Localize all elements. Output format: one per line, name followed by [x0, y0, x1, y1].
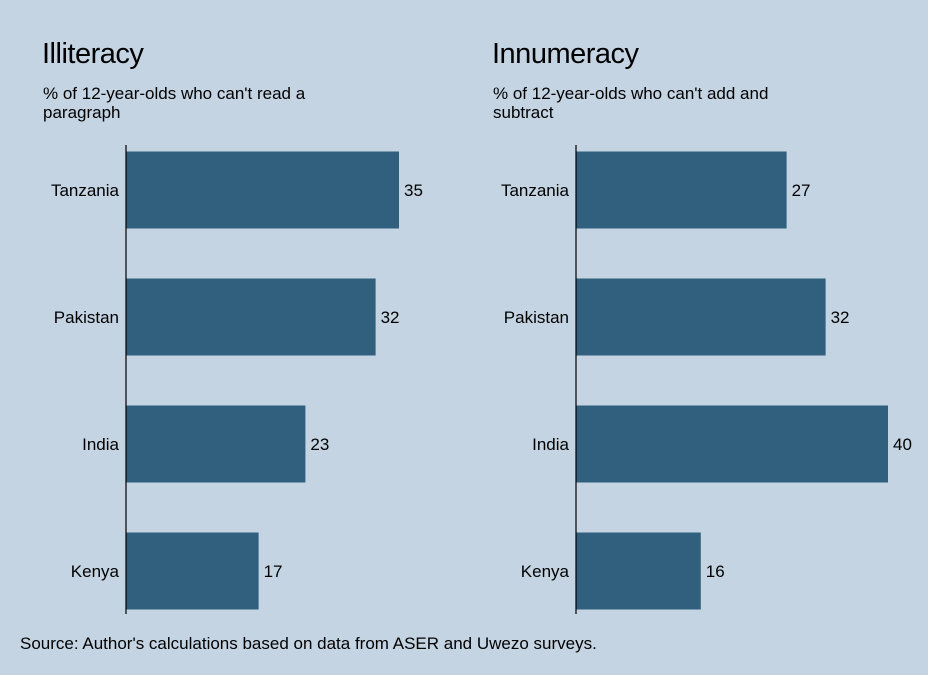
- data-label: 32: [831, 308, 850, 327]
- data-label: 16: [706, 562, 725, 581]
- category-label: India: [82, 435, 119, 454]
- category-label: Kenya: [521, 562, 570, 581]
- data-label: 17: [264, 562, 283, 581]
- chart-subtitle: % of 12-year-olds who can't add and subt…: [493, 84, 769, 122]
- data-label: 35: [404, 181, 423, 200]
- bar-india: [576, 405, 888, 483]
- data-label: 32: [381, 308, 400, 327]
- category-label: Kenya: [71, 562, 120, 581]
- bar-pakistan: [576, 278, 826, 356]
- chart-title: Innumeracy: [492, 38, 639, 70]
- data-label: 23: [310, 435, 329, 454]
- data-label: 27: [792, 181, 811, 200]
- chart-title: Illiteracy: [42, 38, 144, 70]
- category-label: Pakistan: [504, 308, 569, 327]
- category-label: Tanzania: [51, 181, 120, 200]
- innumeracy-chart: Innumeracy % of 12-year-olds who can't a…: [450, 0, 912, 620]
- bar-kenya: [126, 532, 259, 610]
- category-label: India: [532, 435, 569, 454]
- source-note: Source: Author's calculations based on d…: [20, 634, 597, 653]
- illiteracy-chart: Illiteracy % of 12-year-olds who can't r…: [0, 0, 450, 620]
- category-label: Pakistan: [54, 308, 119, 327]
- bar-tanzania: [576, 151, 787, 229]
- innumeracy-plot: Tanzania 27 Pakistan 32 India 40 Kenya 16: [501, 145, 912, 614]
- data-label: 40: [893, 435, 912, 454]
- chart-subtitle: % of 12-year-olds who can't read a parag…: [43, 84, 306, 122]
- bar-kenya: [576, 532, 701, 610]
- category-label: Tanzania: [501, 181, 570, 200]
- bar-pakistan: [126, 278, 376, 356]
- bar-tanzania: [126, 151, 399, 229]
- illiteracy-plot: Tanzania 35 Pakistan 32 India 23 Kenya 17: [51, 145, 423, 614]
- bar-india: [126, 405, 306, 483]
